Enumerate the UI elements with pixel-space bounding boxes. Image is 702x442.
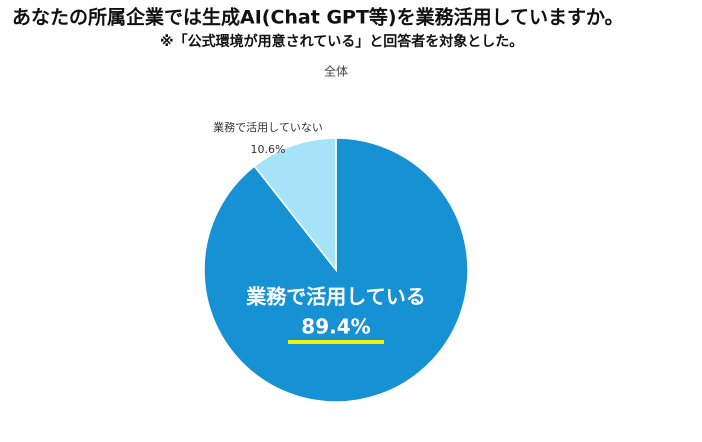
slice-label: 業務で活用している [246, 285, 425, 309]
slice-label: 業務で活用していない [213, 120, 323, 134]
slice-value-label: 10.6% [251, 143, 286, 156]
chart-title: あなたの所属企業では生成AI(Chat GPT等)を業務活用していますか。 [12, 6, 624, 29]
pie-slice [253, 137, 337, 273]
chart-label: 全体 [324, 64, 348, 79]
chart-subtitle: ※「公式環境が用意されている」と回答者を対象とした。 [160, 33, 523, 50]
slice-value-label: 89.4% [301, 315, 370, 339]
highlight-underline [288, 340, 384, 344]
